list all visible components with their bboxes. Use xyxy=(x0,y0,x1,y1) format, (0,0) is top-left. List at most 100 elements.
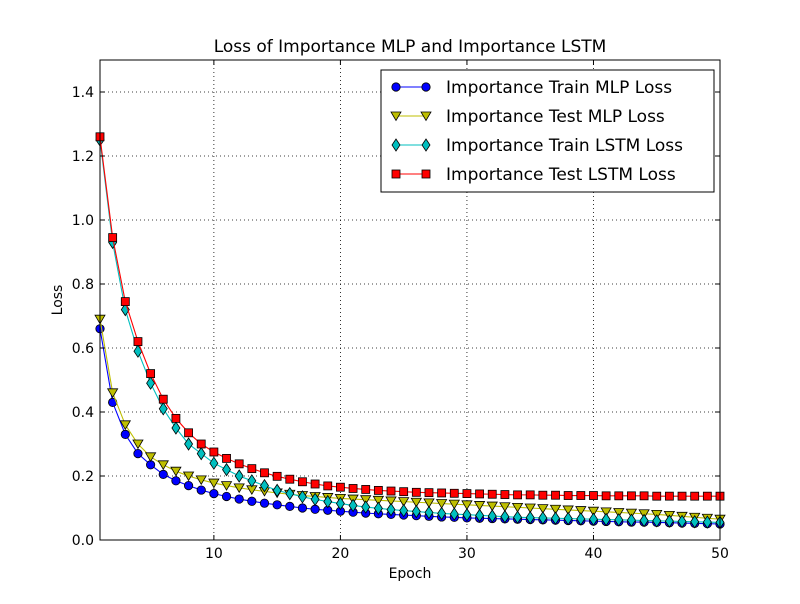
data-point-importance-train-lstm-loss xyxy=(525,510,535,525)
data-point-importance-test-lstm-loss xyxy=(272,471,282,481)
data-point-importance-test-mlp-loss xyxy=(119,420,132,431)
data-point-importance-test-mlp-loss xyxy=(600,507,612,518)
data-point-importance-test-lstm-loss xyxy=(601,491,611,501)
data-point-importance-test-mlp-loss xyxy=(587,506,600,517)
plot-area: 10 20 30 40 50 0.0 0.2 0.4 0.6 0.8 1.0 1.2 1.4 xyxy=(72,59,729,562)
data-point-importance-test-lstm-loss xyxy=(411,487,421,497)
y-axis-label: Loss xyxy=(50,285,66,316)
y-tick-label: 0.0 xyxy=(72,533,94,549)
data-point-importance-test-mlp-loss xyxy=(524,503,536,514)
legend-marker-importance-train-lstm-loss xyxy=(391,138,401,152)
data-point-importance-train-mlp-loss xyxy=(196,485,206,495)
data-point-importance-train-lstm-loss xyxy=(437,506,447,521)
data-point-importance-train-mlp-loss xyxy=(259,498,270,508)
data-point-importance-test-mlp-loss xyxy=(486,501,498,512)
data-point-importance-train-lstm-loss xyxy=(348,498,358,513)
data-point-importance-train-mlp-loss xyxy=(209,488,219,499)
data-point-importance-test-lstm-loss xyxy=(222,453,231,463)
x-tick-label: 10 xyxy=(205,546,223,562)
data-point-importance-train-lstm-loss xyxy=(475,508,485,523)
x-tick-label: 40 xyxy=(585,546,603,562)
data-point-importance-test-lstm-loss xyxy=(285,474,295,484)
data-point-importance-train-lstm-loss xyxy=(462,507,472,522)
data-point-importance-test-mlp-loss xyxy=(537,504,549,514)
y-tick-label: 0.8 xyxy=(72,277,94,293)
data-point-importance-test-mlp-loss xyxy=(448,499,460,510)
data-point-importance-train-lstm-loss xyxy=(234,469,244,483)
plot-frame xyxy=(99,59,721,541)
data-point-importance-train-lstm-loss xyxy=(184,437,194,451)
x-tick-label: 30 xyxy=(458,546,476,562)
data-point-importance-test-lstm-loss xyxy=(563,491,573,500)
legend-label-importance-train-mlp-loss: Importance Train MLP Loss xyxy=(446,78,672,98)
data-point-importance-test-lstm-loss xyxy=(437,488,447,498)
data-point-importance-train-mlp-loss xyxy=(158,469,168,479)
legend-marker-importance-train-mlp-loss xyxy=(421,82,431,92)
data-point-importance-test-lstm-loss xyxy=(348,484,358,493)
legend-label-importance-test-mlp-loss: Importance Test MLP Loss xyxy=(446,107,665,127)
data-point-importance-test-mlp-loss xyxy=(410,497,423,508)
data-point-importance-train-lstm-loss xyxy=(513,510,523,525)
data-point-importance-test-lstm-loss xyxy=(551,490,560,500)
data-point-importance-test-lstm-loss xyxy=(449,488,459,498)
data-point-importance-train-mlp-loss xyxy=(171,476,181,486)
data-point-importance-train-lstm-loss xyxy=(158,402,168,416)
legend-label-importance-train-lstm-loss: Importance Train LSTM Loss xyxy=(446,136,683,156)
data-point-importance-train-mlp-loss xyxy=(272,500,282,510)
data-point-importance-train-lstm-loss xyxy=(664,514,674,528)
data-point-importance-train-lstm-loss xyxy=(639,513,649,528)
y-tick-label: 0.6 xyxy=(72,341,94,357)
data-point-importance-test-lstm-loss xyxy=(171,413,181,423)
legend-marker-importance-test-mlp-loss xyxy=(390,111,402,122)
data-point-importance-test-mlp-loss xyxy=(182,471,195,482)
data-point-importance-train-lstm-loss xyxy=(285,486,295,501)
y-tick-label: 0.4 xyxy=(72,405,94,421)
data-point-importance-test-mlp-loss xyxy=(613,508,625,518)
data-point-importance-train-lstm-loss xyxy=(601,512,611,527)
data-point-importance-test-lstm-loss xyxy=(386,486,396,496)
legend: Importance Train MLP Loss Importance Test… xyxy=(380,69,715,193)
data-point-importance-test-mlp-loss xyxy=(220,481,233,491)
data-point-importance-train-lstm-loss xyxy=(576,512,586,526)
data-point-importance-test-lstm-loss xyxy=(424,488,434,498)
data-point-importance-test-lstm-loss xyxy=(475,489,484,499)
data-point-importance-train-lstm-loss xyxy=(386,502,396,517)
data-point-importance-train-mlp-loss xyxy=(133,448,143,459)
data-point-importance-test-lstm-loss xyxy=(234,459,244,469)
data-point-importance-test-lstm-loss xyxy=(108,233,118,243)
data-point-importance-train-lstm-loss xyxy=(297,490,307,504)
data-point-importance-test-mlp-loss xyxy=(144,452,157,463)
data-point-importance-test-lstm-loss xyxy=(614,491,624,501)
data-point-importance-train-lstm-loss xyxy=(551,511,560,525)
data-point-importance-train-lstm-loss xyxy=(487,509,497,523)
data-point-importance-train-lstm-loss xyxy=(588,512,598,526)
data-point-importance-test-mlp-loss xyxy=(562,505,574,516)
data-point-importance-test-lstm-loss xyxy=(399,487,409,497)
data-point-importance-train-lstm-loss xyxy=(361,500,371,514)
data-point-importance-train-lstm-loss xyxy=(411,504,421,519)
data-point-importance-test-lstm-loss xyxy=(576,491,586,500)
data-point-importance-test-mlp-loss xyxy=(625,508,638,519)
data-point-importance-test-lstm-loss xyxy=(500,490,510,499)
legend-marker-importance-train-mlp-loss xyxy=(391,82,401,92)
data-point-importance-test-lstm-loss xyxy=(702,491,712,501)
data-point-importance-test-mlp-loss xyxy=(195,475,207,486)
y-tick-label: 1.2 xyxy=(72,149,94,165)
data-point-importance-train-lstm-loss xyxy=(310,492,320,507)
data-point-importance-test-lstm-loss xyxy=(247,464,257,474)
data-point-importance-train-lstm-loss xyxy=(222,462,232,477)
data-point-importance-test-lstm-loss xyxy=(158,394,168,404)
data-point-importance-test-mlp-loss xyxy=(132,439,144,450)
y-tick-label: 1.0 xyxy=(72,213,94,229)
legend-box xyxy=(380,69,715,193)
data-point-importance-train-lstm-loss xyxy=(652,514,662,528)
data-point-importance-train-lstm-loss xyxy=(373,501,383,516)
data-point-importance-train-lstm-loss xyxy=(449,507,459,521)
data-point-importance-train-lstm-loss xyxy=(272,483,282,498)
legend-marker-importance-test-lstm-loss xyxy=(421,169,431,179)
data-point-importance-test-lstm-loss xyxy=(513,490,522,500)
data-point-importance-test-lstm-loss xyxy=(336,482,345,492)
data-point-importance-train-lstm-loss xyxy=(247,474,257,488)
data-point-importance-train-lstm-loss xyxy=(209,456,219,470)
